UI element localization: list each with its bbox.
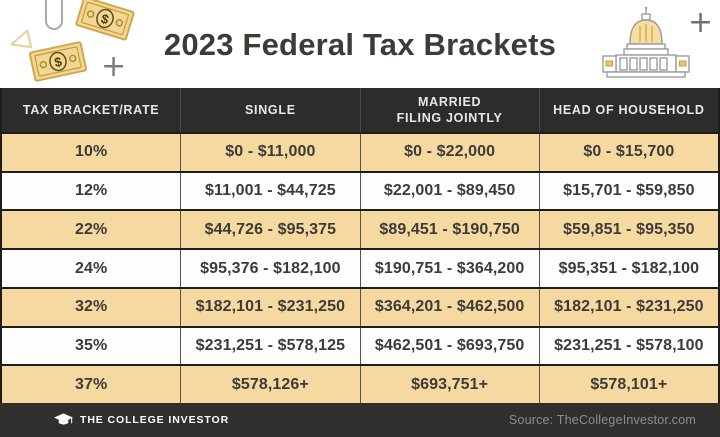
table-row: 24% $95,376 - $182,100 $190,751 - $364,200… [2,248,718,287]
column-header-head-of-household: HEAD OF HOUSEHOLD [538,88,718,132]
cell-rate: 24% [74,259,108,277]
column-header-married-filing-jointly: MARRIED FILING JOINTLY [359,88,539,132]
brand-logo: THE COLLEGE INVESTOR [54,413,229,427]
footer-bar: THE COLLEGE INVESTOR Source: TheCollegeI… [0,403,720,437]
cell-married: $89,451 - $190,750 [359,211,539,249]
cell-head: $0 - $15,700 [538,134,718,171]
brand-name: THE COLLEGE INVESTOR [80,414,230,426]
table-row: 22% $44,726 - $95,375 $89,451 - $190,750 $5… [2,209,718,249]
table-row: 37% $578,126+ $693,751+ $578,101+ [2,364,718,404]
cell-head: $182,101 - $231,250 [538,288,718,326]
cell-head: $95,351 - $182,100 [538,250,718,287]
table-row: 12% $11,001 - $44,725 $22,001 - $89,450 $15… [2,170,718,210]
cell-single: $0 - $11,000 [180,134,359,171]
svg-text:$: $ [53,54,64,70]
column-header-single: SINGLE [180,88,359,132]
cell-single: $578,126+ [180,366,359,404]
cell-single: $231,251 - $578,125 [180,327,359,365]
cell-rate: 32% [74,298,108,316]
cell-married: $364,201 - $462,500 [359,288,539,326]
paperclip-icon [45,0,63,30]
table-header-row: TAX BRACKET/RATE SINGLE MARRIED FILING J… [2,88,718,132]
cell-married: $462,501 - $693,750 [359,327,539,365]
cell-rate: 37% [74,375,108,393]
cell-rate: 22% [74,220,108,238]
table-row: 32% $182,101 - $231,250 $364,201 - $462,50… [2,286,718,326]
table-row: 10% $0 - $11,000 $0 - $22,000 $0 - $15,700 [2,132,718,171]
table-row: 35% $231,251 - $578,125 $462,501 - $693,75… [2,325,718,365]
cell-rate: 12% [74,182,108,200]
cell-rate: 10% [74,143,108,161]
dollar-bill-icon: $ [28,41,88,82]
cell-married: $190,751 - $364,200 [359,250,539,287]
title-band: $ $ + 2023 Federal Tax Brackets [0,0,720,88]
graduation-cap-icon [54,413,73,425]
dollar-bill-icon: $ [75,0,135,41]
page-title: 2023 Federal Tax Brackets [163,27,557,62]
table-body: 10% $0 - $11,000 $0 - $22,000 $0 - $15,700 1… [2,132,718,404]
triangle-icon [10,29,33,49]
cell-married: $0 - $22,000 [359,134,539,171]
column-header-tax-bracket-rate: TAX BRACKET/RATE [22,102,160,117]
cell-head: $578,101+ [538,366,718,404]
tax-brackets-table: TAX BRACKET/RATE SINGLE MARRIED FILING J… [0,88,720,404]
cell-single: $182,101 - $231,250 [180,288,359,326]
cell-single: $44,726 - $95,375 [180,211,359,249]
cell-single: $95,376 - $182,100 [180,250,359,287]
cell-head: $231,251 - $578,100 [538,327,718,365]
cell-rate: 35% [74,336,108,354]
plus-icon: + [101,49,127,84]
cell-married: $693,751+ [359,366,539,404]
source-attribution: Source: TheCollegeInvestor.com [508,413,696,427]
cell-head: $15,701 - $59,850 [538,172,718,210]
cell-married: $22,001 - $89,450 [359,172,539,210]
cell-head: $59,851 - $95,350 [538,211,718,249]
plus-icon: + [688,5,714,40]
cell-single: $11,001 - $44,725 [180,172,359,210]
capitol-building-icon [602,6,690,78]
